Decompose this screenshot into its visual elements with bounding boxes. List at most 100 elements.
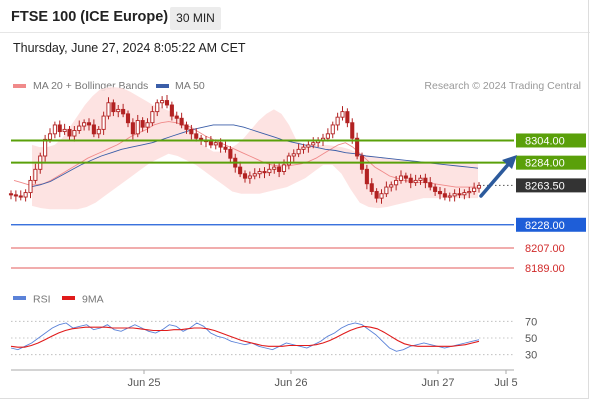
candle bbox=[57, 120, 62, 138]
candle bbox=[394, 175, 399, 191]
candle bbox=[457, 188, 462, 199]
rsi-tick-label: 50 bbox=[525, 333, 537, 345]
candle bbox=[252, 168, 257, 180]
candle-body bbox=[379, 193, 384, 199]
candle bbox=[106, 97, 111, 120]
level-label: 8228.00 bbox=[525, 220, 565, 232]
candle bbox=[52, 121, 57, 139]
candle-body bbox=[101, 115, 106, 130]
candle bbox=[96, 126, 101, 139]
candle bbox=[155, 99, 160, 117]
rsi-legend-swatch bbox=[13, 296, 26, 300]
candle-body bbox=[13, 194, 18, 197]
candle bbox=[238, 161, 243, 178]
candle-body bbox=[369, 183, 374, 192]
rsi-panel: RSI 9MA 30 50 70 bbox=[10, 294, 537, 362]
candle bbox=[257, 168, 262, 179]
candle-body bbox=[33, 168, 38, 181]
candle bbox=[91, 119, 96, 138]
level-label: 8207.00 bbox=[525, 243, 565, 255]
candle bbox=[384, 181, 389, 198]
candle bbox=[428, 177, 433, 191]
candle bbox=[130, 118, 135, 140]
candle-body bbox=[267, 168, 272, 174]
candle-body bbox=[247, 175, 252, 179]
candle-body bbox=[428, 182, 433, 188]
candle-body bbox=[155, 102, 160, 113]
candle-body bbox=[121, 108, 126, 115]
candle bbox=[423, 173, 428, 189]
candle-body bbox=[364, 168, 369, 185]
candle-body bbox=[301, 146, 306, 150]
candle bbox=[389, 181, 394, 192]
candle-body bbox=[130, 122, 135, 135]
candle bbox=[101, 111, 106, 135]
candle bbox=[160, 96, 165, 109]
candle-body bbox=[242, 173, 248, 179]
candle-body bbox=[442, 193, 447, 198]
candle bbox=[355, 132, 360, 160]
rsi-legend-label: RSI bbox=[33, 294, 51, 306]
level-resistance-tag bbox=[516, 133, 586, 148]
candle bbox=[179, 112, 184, 129]
candle bbox=[277, 162, 282, 178]
rsi-ma9-line bbox=[10, 325, 480, 348]
candle-body bbox=[238, 166, 243, 175]
candle bbox=[82, 119, 87, 131]
candle-body bbox=[394, 179, 399, 186]
candle bbox=[33, 163, 38, 184]
candle-body bbox=[355, 137, 360, 157]
candle-body bbox=[208, 141, 213, 146]
candle-body bbox=[228, 148, 233, 159]
candle bbox=[291, 149, 296, 162]
datetime-label: Thursday, June 27, 2024 8:05:22 AM CET bbox=[13, 41, 246, 55]
candle-body bbox=[272, 166, 277, 170]
level-support-tag bbox=[516, 217, 586, 232]
candle-body bbox=[116, 108, 121, 113]
candle-body bbox=[86, 122, 92, 126]
candle bbox=[140, 117, 145, 132]
candle-body bbox=[452, 193, 457, 197]
candle-body bbox=[257, 171, 262, 175]
candle-body bbox=[57, 124, 62, 133]
level-resistance-tag bbox=[516, 155, 586, 170]
time-axis-label: Jun 27 bbox=[421, 377, 454, 389]
candle bbox=[335, 112, 340, 131]
candle-body bbox=[169, 104, 174, 117]
candle bbox=[433, 183, 438, 196]
candle-body bbox=[67, 128, 72, 137]
level-label: 8284.00 bbox=[525, 158, 565, 170]
candle-body bbox=[82, 122, 87, 127]
candle-body bbox=[194, 133, 199, 139]
candle-body bbox=[398, 175, 404, 181]
timeframe-badge[interactable]: 30 MIN bbox=[170, 7, 221, 30]
candle bbox=[467, 187, 472, 199]
candle-body bbox=[23, 192, 28, 198]
candle bbox=[379, 189, 384, 204]
candle-body bbox=[150, 111, 155, 124]
level-label: 8263.50 bbox=[525, 180, 565, 192]
candle bbox=[77, 120, 82, 134]
candle bbox=[169, 101, 174, 121]
research-credit: Research © 2024 Trading Central bbox=[424, 80, 581, 92]
candle-body bbox=[223, 146, 228, 150]
candle-body bbox=[91, 124, 96, 135]
candle-body bbox=[189, 128, 194, 135]
candle bbox=[267, 163, 272, 176]
candle bbox=[306, 140, 311, 153]
candle-body bbox=[184, 124, 189, 130]
candle-body bbox=[423, 177, 428, 184]
candle-body bbox=[306, 144, 311, 148]
candle bbox=[43, 134, 48, 162]
candle bbox=[135, 114, 140, 138]
candle-body bbox=[457, 193, 462, 196]
level-last-tag bbox=[516, 178, 586, 193]
ma50-legend-label: MA 50 bbox=[175, 80, 205, 92]
candle-body bbox=[413, 179, 418, 184]
candle bbox=[116, 104, 121, 118]
candle-body bbox=[160, 100, 165, 104]
candle-body bbox=[262, 171, 267, 174]
candle-body bbox=[43, 138, 48, 157]
candle bbox=[8, 190, 14, 200]
projection-arrow-shaft bbox=[479, 158, 514, 198]
